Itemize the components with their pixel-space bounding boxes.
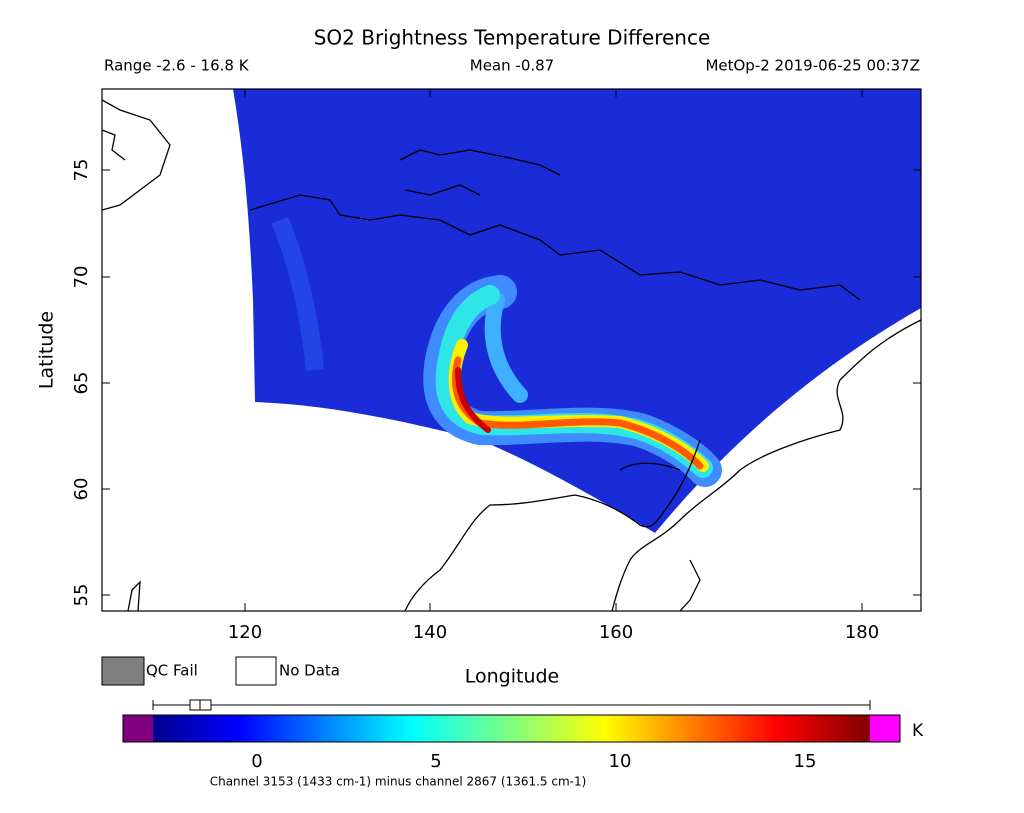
colorbar-ticks: 0 5 10 15: [251, 751, 816, 772]
latitude-tick-label: 65: [71, 372, 92, 395]
plume: [423, 275, 722, 487]
mean-label: Mean -0.87: [470, 57, 554, 75]
longitude-tick-label: 140: [413, 622, 447, 643]
source-label: MetOp-2 2019-06-25 00:37Z: [705, 57, 920, 75]
range-label: Range -2.6 - 16.8 K: [104, 57, 250, 75]
longitude-tick-label: 160: [599, 622, 633, 643]
colorbar-caption: Channel 3153 (1433 cm-1) minus channel 2…: [210, 775, 587, 789]
colorbar-tick-label: 0: [251, 751, 262, 772]
latitude-tick-label: 70: [71, 266, 92, 289]
colorbar-tick-label: 15: [794, 751, 817, 772]
longitude-ticks: 120 140 160 180: [228, 89, 879, 643]
latitude-ticks: 75 70 65 60 55: [71, 159, 921, 607]
underflow-color: [123, 715, 153, 742]
title: SO2 Brightness Temperature Difference: [314, 26, 711, 50]
colorbar: [153, 715, 870, 742]
colorbar-tick-label: 5: [430, 751, 441, 772]
no-data-label: No Data: [279, 662, 340, 680]
swath: [233, 89, 921, 533]
no-data-swatch: [235, 656, 277, 686]
qc-fail-swatch: [101, 656, 145, 686]
overflow-color: [870, 715, 900, 742]
longitude-tick-label: 120: [228, 622, 262, 643]
map-area: [102, 89, 921, 611]
y-axis-label: Latitude: [36, 311, 58, 389]
swath-texture: [271, 216, 324, 371]
coastlines: [102, 99, 921, 611]
colorbar-frame: [122, 714, 901, 743]
plot-frame: [101, 88, 922, 612]
qc-fail-label: QC Fail: [146, 662, 198, 680]
colorbar-unit: K: [912, 721, 924, 741]
latitude-tick-label: 60: [71, 478, 92, 501]
x-axis-label: Longitude: [465, 666, 560, 688]
longitude-tick-label: 180: [845, 622, 879, 643]
colorbar-tick-label: 10: [609, 751, 632, 772]
latitude-tick-label: 75: [71, 159, 92, 182]
latitude-tick-label: 55: [71, 584, 92, 607]
